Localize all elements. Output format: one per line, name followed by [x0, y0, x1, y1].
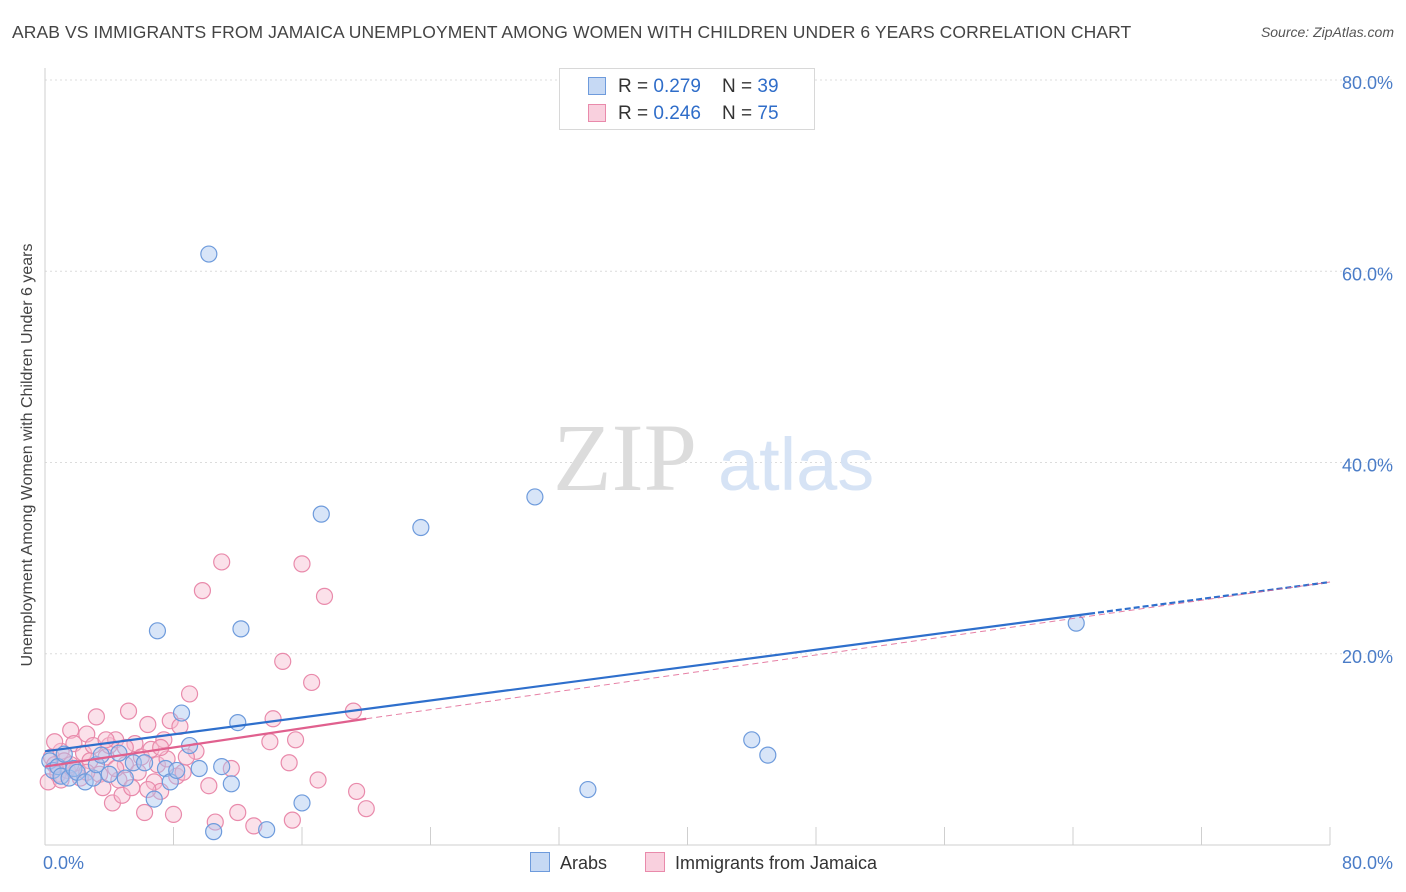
point-arabs — [100, 765, 118, 783]
point-jamaica — [286, 731, 305, 749]
point-jamaica — [148, 756, 167, 774]
point-jamaica — [274, 652, 292, 671]
point-arabs — [293, 794, 311, 812]
point-arabs — [190, 759, 208, 778]
point-arabs — [87, 756, 106, 774]
point-jamaica — [62, 721, 80, 739]
point-arabs — [743, 731, 761, 749]
point-jamaica — [180, 685, 199, 703]
point-arabs — [232, 620, 250, 638]
point-arabs — [200, 245, 218, 263]
axes — [44, 68, 1331, 846]
point-jamaica — [97, 731, 115, 749]
point-jamaica — [309, 771, 327, 789]
point-jamaica — [245, 817, 263, 835]
y-tick-label: 20.0% — [1342, 647, 1393, 667]
point-arabs — [76, 773, 94, 791]
y-tick-label: 80.0% — [1342, 73, 1393, 93]
point-jamaica — [303, 673, 321, 692]
legend-swatch-jamaica-bottom — [645, 852, 665, 872]
point-jamaica — [264, 710, 282, 728]
trend-line-arabs-dashed — [1088, 580, 1331, 615]
point-arabs — [412, 518, 430, 537]
point-arabs — [312, 505, 330, 523]
data-points — [39, 245, 1085, 841]
trend-lines — [44, 580, 1331, 768]
point-arabs — [110, 744, 128, 762]
point-jamaica — [87, 708, 106, 726]
x-tick-label-max: 80.0% — [1342, 853, 1393, 873]
point-arabs — [205, 823, 223, 841]
legend-swatch-jamaica — [588, 104, 606, 122]
point-arabs — [229, 713, 247, 732]
point-arabs — [168, 761, 186, 780]
point-jamaica — [200, 777, 218, 795]
point-jamaica — [283, 811, 301, 829]
point-jamaica — [261, 733, 279, 751]
point-arabs — [92, 746, 110, 764]
trend-line-arabs — [44, 612, 1090, 753]
legend-text-jamaica: R = 0.246 N = 75 — [618, 103, 779, 124]
y-tick-label: 40.0% — [1342, 456, 1393, 476]
point-jamaica — [164, 805, 183, 824]
legend-swatch-arabs-bottom — [530, 852, 550, 872]
point-arabs — [148, 622, 167, 640]
point-jamaica — [139, 715, 157, 734]
legend-item-arabs: Arabs — [530, 852, 607, 876]
watermark-zip: ZIP — [553, 404, 697, 511]
trend-line-jamaica-dashed — [366, 581, 1331, 720]
point-arabs — [526, 488, 544, 506]
watermark-atlas: atlas — [718, 423, 874, 506]
x-tick-label-min: 0.0% — [43, 853, 84, 873]
point-arabs — [145, 790, 163, 808]
point-jamaica — [135, 803, 154, 822]
legend-item-jamaica: Immigrants from Jamaica — [645, 852, 877, 876]
chart-title: ARAB VS IMMIGRANTS FROM JAMAICA UNEMPLOY… — [12, 22, 1132, 42]
point-arabs — [213, 757, 231, 776]
trend-line-jamaica — [44, 717, 367, 768]
point-arabs — [222, 775, 240, 793]
gridlines — [45, 79, 1392, 655]
point-arabs — [84, 769, 102, 787]
point-arabs — [759, 746, 777, 764]
point-jamaica — [139, 780, 157, 799]
point-jamaica — [357, 800, 375, 818]
point-arabs — [172, 704, 191, 722]
y-tick-label: 60.0% — [1342, 264, 1393, 284]
tick-labels: 20.0% 40.0% 60.0% 80.0% 0.0% 80.0% — [43, 73, 1393, 873]
legend-swatch-arabs — [588, 77, 606, 95]
point-arabs — [116, 769, 134, 787]
point-jamaica — [213, 553, 231, 571]
point-arabs — [579, 780, 597, 799]
source-label: Source: ZipAtlas.com — [1260, 24, 1394, 40]
legend-text-arabs: R = 0.279 N = 39 — [618, 76, 779, 97]
point-arabs — [258, 821, 276, 839]
point-jamaica — [348, 782, 366, 801]
correlation-legend: R = 0.279 N = 39 R = 0.246 N = 75 — [559, 68, 815, 130]
point-jamaica — [229, 803, 247, 822]
point-jamaica — [315, 587, 334, 605]
point-jamaica — [293, 555, 311, 573]
point-jamaica — [193, 582, 212, 600]
point-jamaica — [119, 702, 138, 720]
point-arabs — [135, 754, 154, 772]
point-jamaica — [280, 754, 298, 772]
